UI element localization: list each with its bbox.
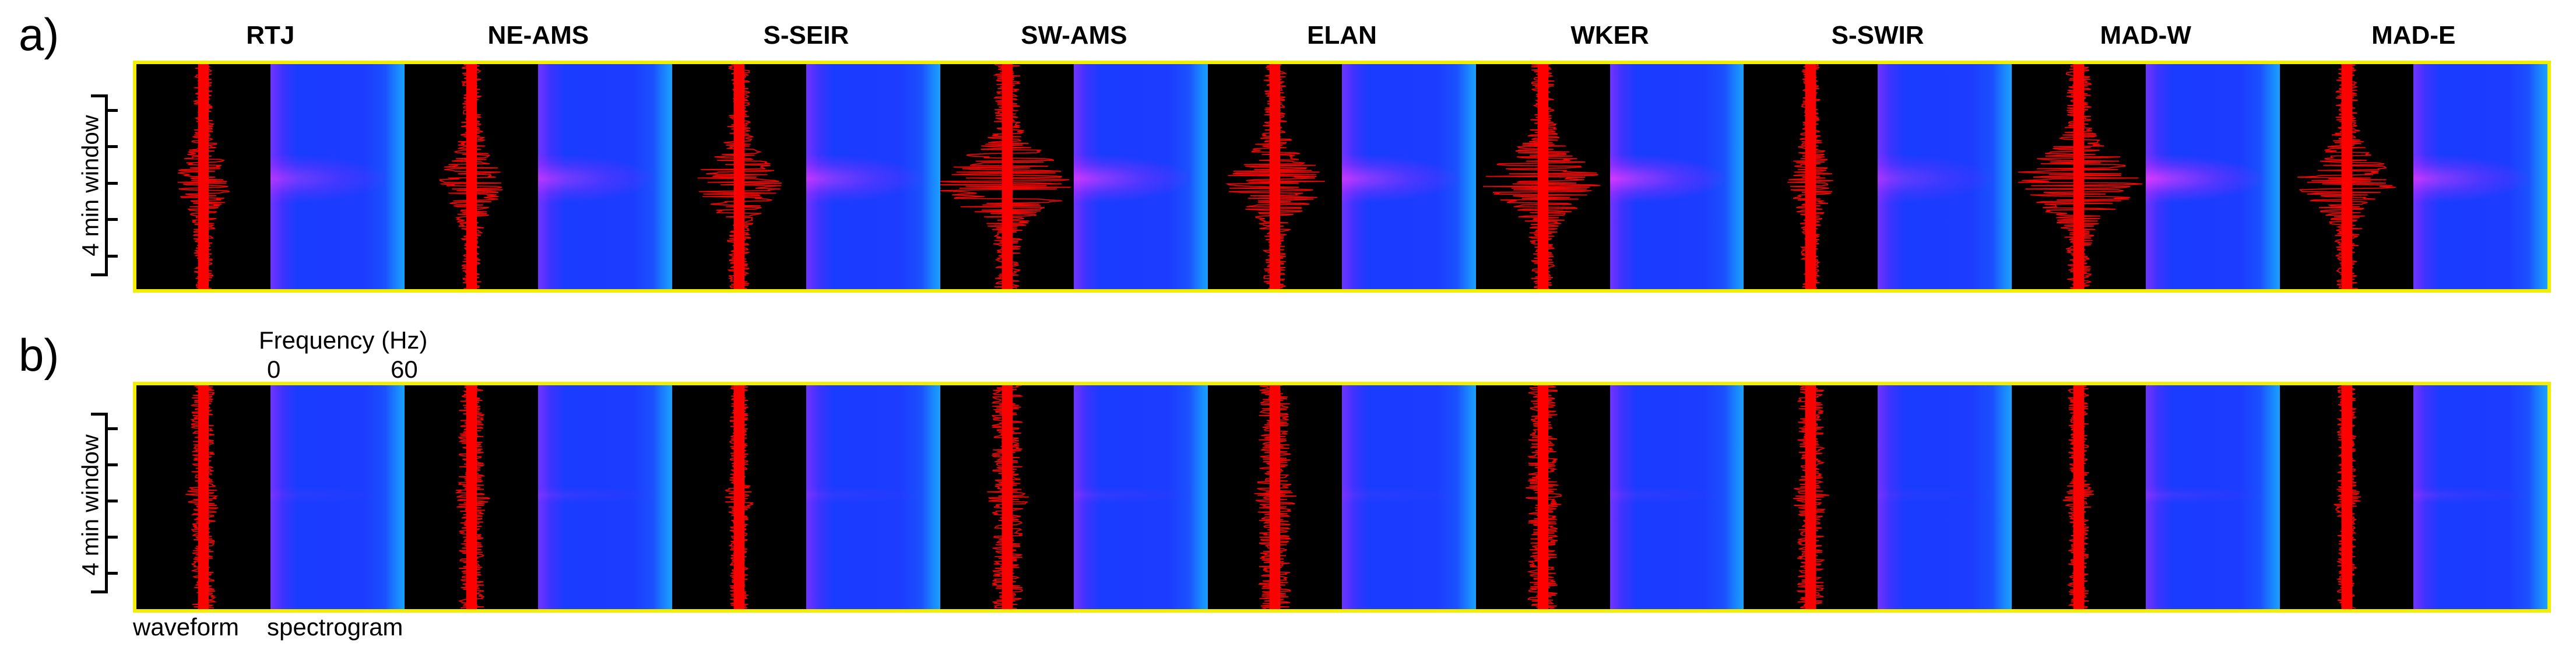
station-title: RTJ: [246, 21, 295, 50]
station-cell: [404, 64, 673, 289]
station-cell: [672, 64, 940, 289]
spectrogram: [538, 64, 673, 289]
spectrogram: [270, 385, 405, 609]
spectrogram: [1609, 385, 1744, 609]
spectrogram: [1074, 385, 1208, 609]
spectrogram: [2145, 385, 2280, 609]
station-title: MAD-W: [2100, 21, 2191, 50]
spectrogram: [2413, 64, 2548, 289]
waveform-trace: [940, 64, 1074, 289]
station-cell: [1208, 385, 1476, 609]
station-cell: [1744, 64, 2012, 289]
waveform-trace: [1744, 385, 1878, 609]
waveform-trace: [2011, 64, 2146, 289]
station-cell: [2011, 64, 2280, 289]
time-axis-b: [91, 413, 120, 593]
station-cell: [940, 385, 1208, 609]
spectrogram: [2413, 385, 2548, 609]
spectrogram: [538, 385, 673, 609]
waveform-trace: [1744, 64, 1878, 289]
station-cell: [1208, 64, 1476, 289]
spectrogram: [1609, 64, 1744, 289]
waveform-trace: [2011, 385, 2146, 609]
station-cell: [2279, 64, 2548, 289]
waveform-trace: [672, 64, 806, 289]
station-cell: [2279, 385, 2548, 609]
waveform-trace: [2279, 64, 2414, 289]
time-axis-a: [91, 94, 120, 276]
waveform-trace: [940, 385, 1074, 609]
spectrogram: [2145, 64, 2280, 289]
station-cell: [2011, 385, 2280, 609]
spectrogram: [1878, 385, 2012, 609]
station-cell: [136, 64, 405, 289]
waveform-trace: [1475, 385, 1610, 609]
spectrogram: [806, 385, 940, 609]
spectrogram: [1074, 64, 1208, 289]
spectrogram: [806, 64, 940, 289]
station-cell: [672, 385, 940, 609]
frequency-min-label: 0: [267, 356, 281, 383]
waveform-trace: [136, 385, 270, 609]
time-axis-b-label: 4 min window: [78, 434, 104, 576]
spectrogram: [1878, 64, 2012, 289]
waveform-trace: [1208, 64, 1343, 289]
spectrogram-legend-label: spectrogram: [267, 613, 403, 641]
station-title: WKER: [1570, 21, 1649, 50]
station-cell: [1475, 64, 1744, 289]
station-title: MAD-E: [2371, 21, 2456, 50]
frequency-max-label: 60: [391, 356, 418, 383]
waveform-trace: [404, 64, 539, 289]
station-title: S-SEIR: [763, 21, 849, 50]
station-cell: [404, 385, 673, 609]
spectrogram: [1342, 64, 1476, 289]
station-cell: [136, 385, 405, 609]
waveform-trace: [1475, 64, 1610, 289]
waveform-legend-label: waveform: [133, 613, 240, 641]
panel-a-strip: [133, 61, 2551, 293]
station-cell: [940, 64, 1208, 289]
spectrogram: [270, 64, 405, 289]
panel-a-label: a): [19, 9, 59, 60]
frequency-axis-label: Frequency (Hz): [259, 326, 428, 354]
panel-b-strip: [133, 382, 2551, 613]
station-title: NE-AMS: [487, 21, 589, 50]
waveform-trace: [404, 385, 539, 609]
station-cell: [1475, 385, 1744, 609]
waveform-trace: [672, 385, 806, 609]
station-title: ELAN: [1307, 21, 1377, 50]
waveform-trace: [1208, 385, 1343, 609]
spectrogram: [1342, 385, 1476, 609]
time-axis-a-label: 4 min window: [78, 115, 104, 256]
panel-b-label: b): [19, 329, 59, 381]
station-cell: [1744, 385, 2012, 609]
waveform-trace: [136, 64, 270, 289]
waveform-trace: [2279, 385, 2414, 609]
station-title: S-SWIR: [1831, 21, 1924, 50]
station-title: SW-AMS: [1021, 21, 1127, 50]
